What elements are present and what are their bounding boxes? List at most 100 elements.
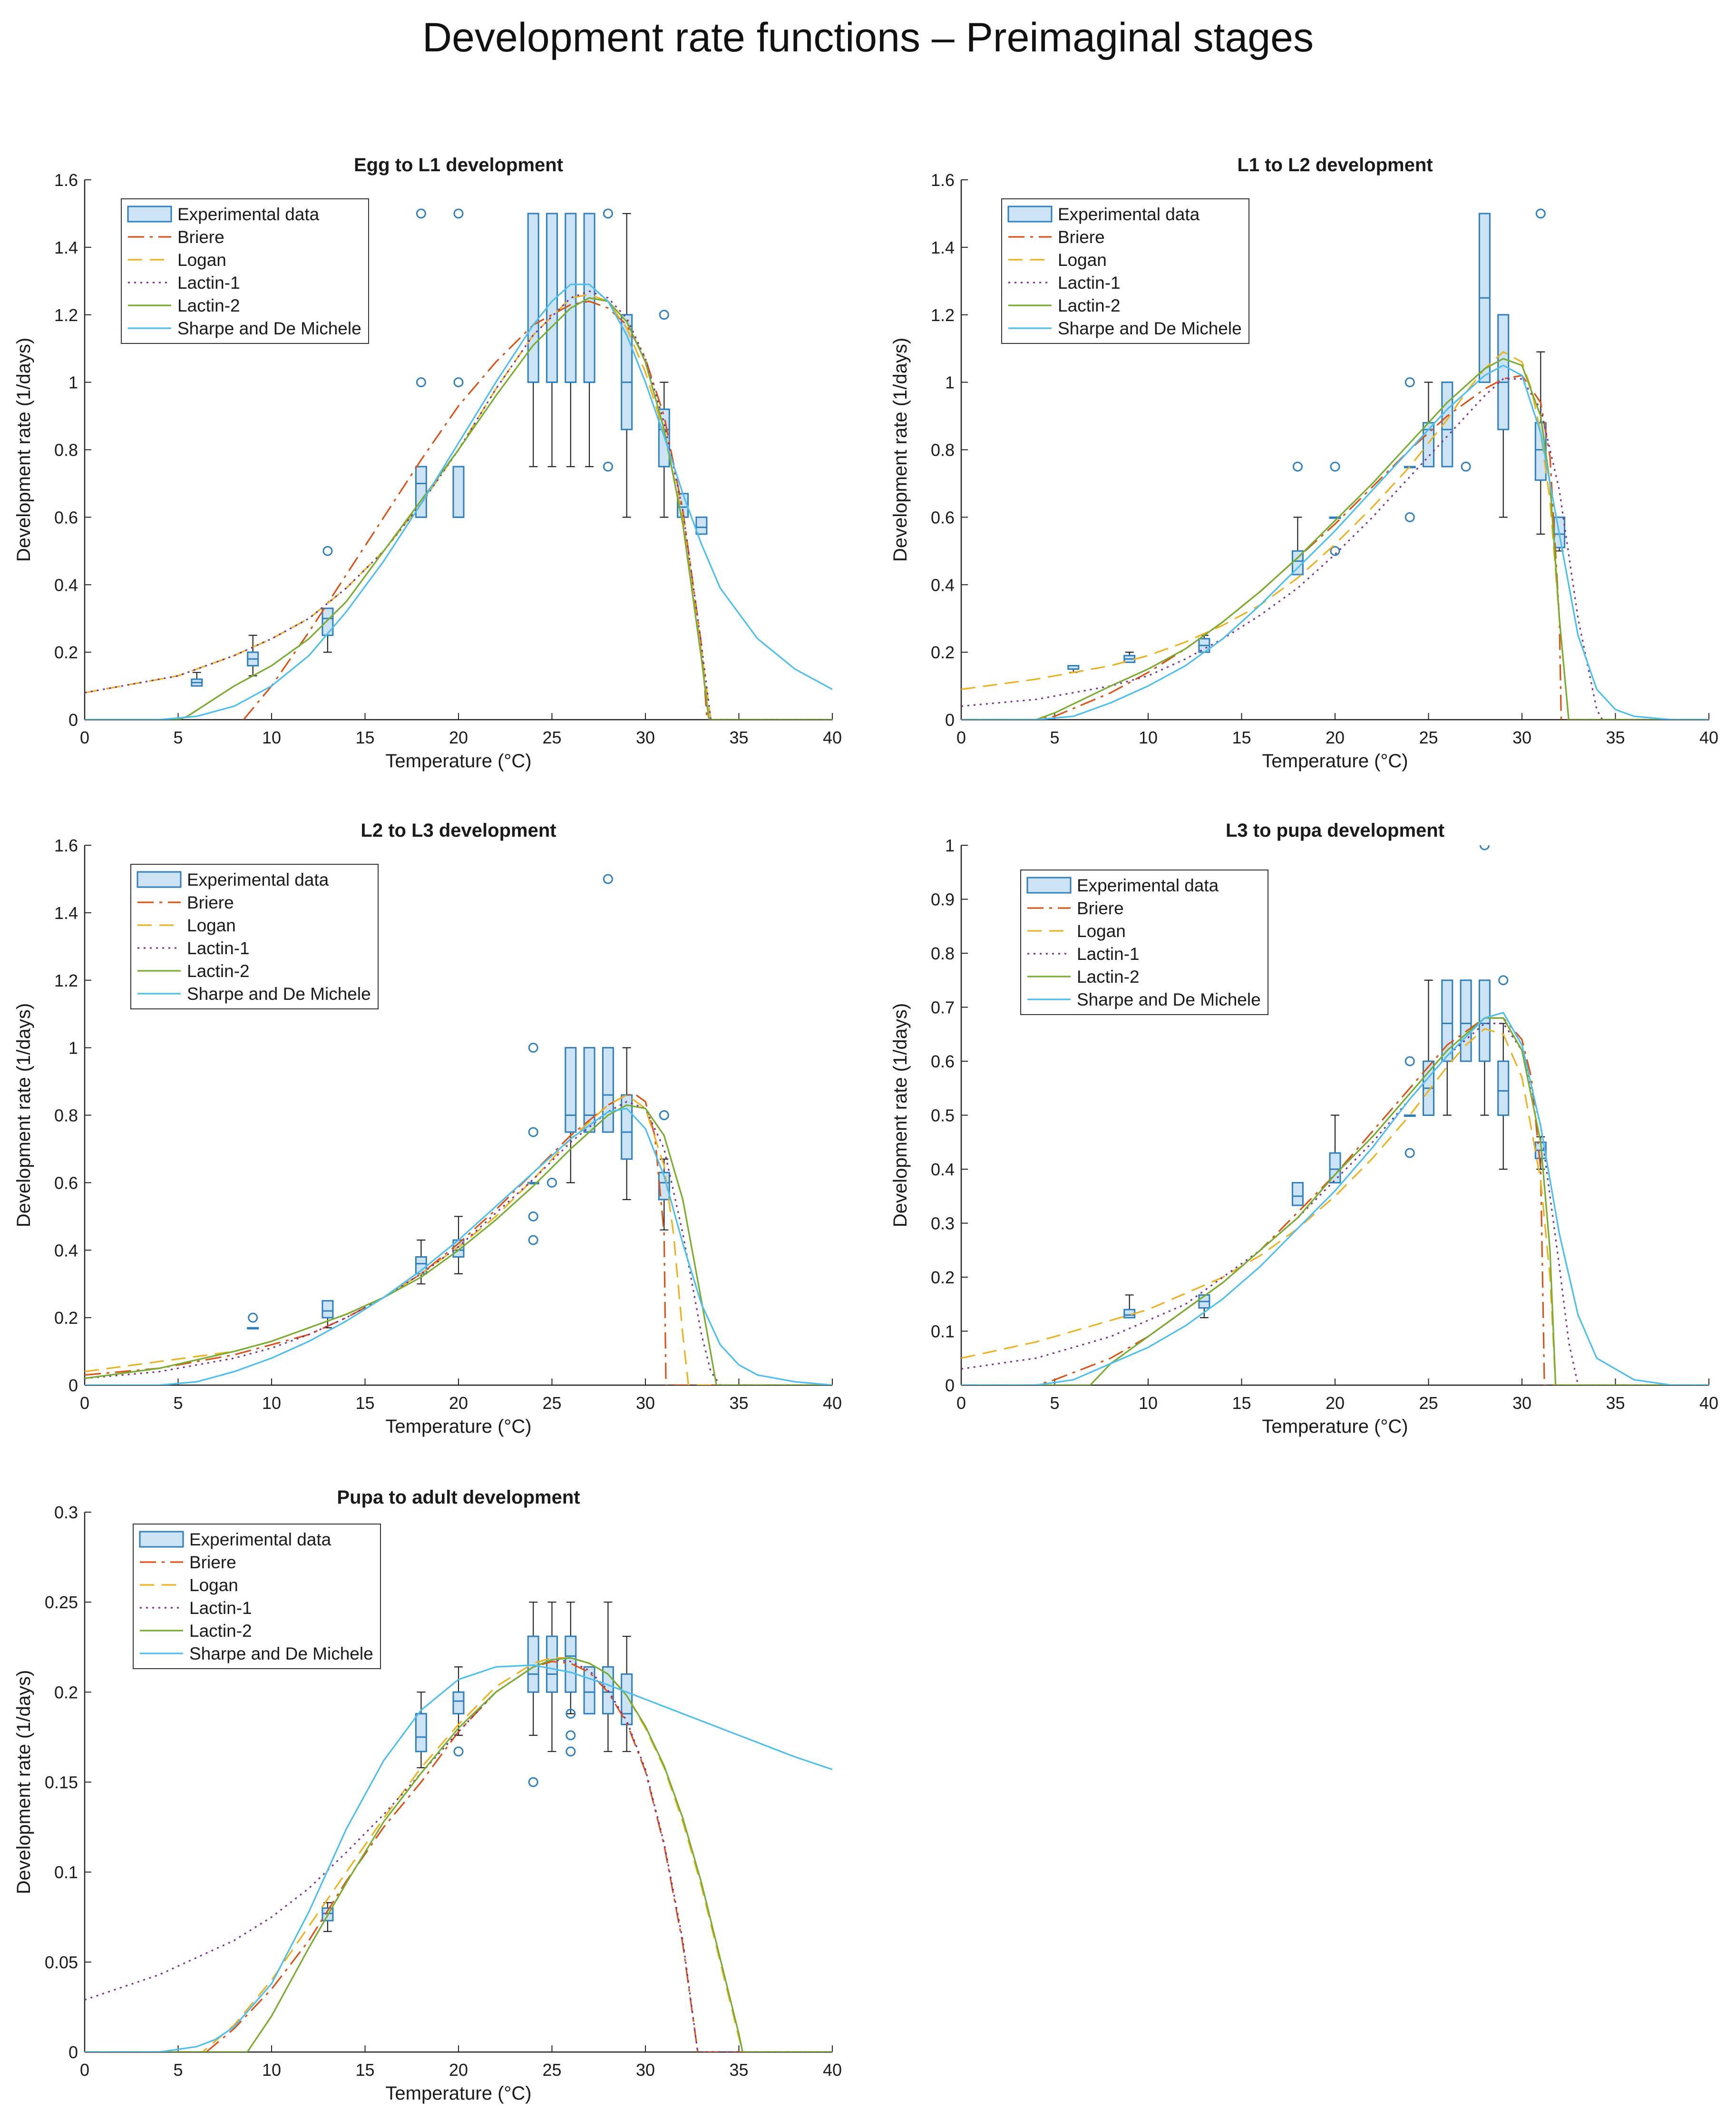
x-tick-label: 20 — [1326, 728, 1345, 747]
box-t13 — [322, 1300, 334, 1329]
box-t24 — [1404, 1114, 1416, 1117]
box-t18 — [415, 1691, 427, 1769]
legend-label-lactin1: Lactin-1 — [1058, 273, 1121, 293]
x-tick-label: 30 — [1512, 1393, 1531, 1413]
x-tick-label: 15 — [355, 1393, 374, 1413]
x-tick-label: 0 — [956, 728, 966, 747]
y-tick-label: 1.2 — [931, 305, 955, 325]
legend-label-logan: Logan — [1058, 250, 1107, 270]
x-tick-label: 15 — [1232, 1393, 1251, 1413]
y-tick-label: 1 — [68, 373, 78, 392]
x-tick-label: 5 — [1050, 728, 1059, 747]
legend-label-exp: Experimental data — [1077, 876, 1219, 895]
x-tick-label: 25 — [1419, 728, 1438, 747]
box-t29 — [621, 213, 633, 518]
series-logan-line — [961, 351, 1709, 720]
outlier-point — [248, 1312, 258, 1323]
legend-label-briere: Briere — [1077, 899, 1124, 918]
box-t9 — [247, 1327, 259, 1329]
outlier-point — [566, 1746, 576, 1757]
legend-box — [133, 1524, 381, 1669]
outlier-point — [659, 310, 669, 320]
box-t20 — [452, 1216, 465, 1275]
y-tick-label: 0.8 — [54, 440, 78, 460]
y-tick-label: 0 — [68, 1376, 78, 1395]
box-t28 — [1478, 979, 1491, 1116]
legend-box — [130, 864, 379, 1009]
x-tick-label: 40 — [823, 1393, 842, 1413]
y-tick-label: 1.6 — [54, 170, 78, 190]
box-t27 — [583, 1666, 595, 1715]
outlier-point — [453, 1746, 464, 1757]
box-body — [546, 1635, 558, 1693]
x-tick-label: 15 — [355, 2060, 374, 2080]
y-tick-label: 1.4 — [54, 238, 78, 257]
box-t24 — [527, 1602, 539, 1736]
x-tick-label: 35 — [1606, 1393, 1625, 1413]
series-logan-line — [85, 1094, 832, 1385]
box-body — [1441, 979, 1453, 1062]
x-tick-label: 5 — [1050, 1393, 1059, 1413]
chart-panel-5: Pupa to adult development 0 5 10 15 20 25 30 35 4… — [13, 1487, 842, 2104]
y-tick-label: 0.5 — [931, 1106, 955, 1125]
outlier-point — [528, 1211, 538, 1222]
outlier-point — [1479, 845, 1490, 850]
box-t20 — [1329, 1114, 1341, 1183]
y-tick-label: 0.6 — [54, 508, 78, 527]
series-logan-line — [85, 293, 832, 720]
y-tick-label: 1.2 — [54, 305, 78, 325]
box-body — [1329, 1152, 1341, 1183]
outlier-point — [1292, 461, 1303, 472]
x-tick-label: 35 — [1606, 728, 1625, 747]
outlier-point — [1404, 1056, 1415, 1066]
legend-box — [1020, 870, 1268, 1015]
y-tick-label: 0.4 — [931, 575, 955, 595]
x-axis-label: Temperature (°C) — [385, 751, 531, 772]
box-t26 — [565, 1047, 577, 1183]
box-t29 — [1497, 1023, 1510, 1170]
y-tick-label: 0.4 — [931, 1160, 955, 1179]
legend-label-lactin2: Lactin-2 — [177, 296, 240, 315]
outlier-point — [603, 874, 613, 884]
box-t6 — [191, 672, 203, 687]
x-tick-label: 10 — [262, 1393, 281, 1413]
y-tick-label: 0.15 — [45, 1773, 78, 1792]
outlier-point — [453, 377, 464, 388]
box-t18 — [1291, 517, 1304, 576]
outlier-point — [1330, 546, 1340, 556]
legend-label-lactin1: Lactin-1 — [177, 273, 240, 293]
box-body — [527, 1635, 539, 1693]
box-body — [415, 1713, 427, 1752]
x-tick-label: 20 — [449, 728, 468, 747]
y-tick-label: 0.4 — [54, 575, 78, 595]
outlier-point — [528, 1043, 538, 1053]
y-tick-label: 0.6 — [931, 1052, 955, 1071]
outlier-point — [1330, 461, 1340, 472]
box-body — [1478, 979, 1491, 1062]
box-body — [452, 466, 465, 518]
y-tick-label: 1 — [945, 373, 955, 392]
y-tick-label: 0 — [945, 710, 955, 730]
legend-label-lactin2: Lactin-2 — [187, 961, 250, 981]
x-tick-label: 10 — [262, 2060, 281, 2080]
legend-label-lactin2: Lactin-2 — [1077, 967, 1140, 987]
y-tick-label: 0.1 — [931, 1322, 955, 1341]
x-axis-label: Temperature (°C) — [1262, 751, 1408, 772]
legend-label-sharpe: Sharpe and De Michele — [187, 984, 371, 1004]
legend-label-exp: Experimental data — [189, 1530, 332, 1549]
legend-label-exp: Experimental data — [1058, 205, 1200, 224]
legend-label-sharpe: Sharpe and De Michele — [1077, 990, 1261, 1009]
box-t26 — [1441, 979, 1453, 1116]
outlier-point — [603, 208, 613, 219]
series-sharpe-line — [961, 1012, 1709, 1385]
legend: Experimental data Briere Logan Lactin-1 Lact… — [130, 864, 379, 1009]
legend-label-logan: Logan — [187, 916, 236, 935]
legend-label-briere: Briere — [187, 893, 234, 912]
x-tick-label: 40 — [1699, 728, 1718, 747]
legend-label-briere: Briere — [1058, 227, 1105, 247]
y-tick-label: 0.9 — [931, 890, 955, 909]
box-body — [322, 607, 334, 636]
legend-swatch-exp — [137, 871, 182, 888]
x-tick-label: 20 — [449, 2060, 468, 2080]
y-tick-label: 1 — [945, 836, 955, 855]
